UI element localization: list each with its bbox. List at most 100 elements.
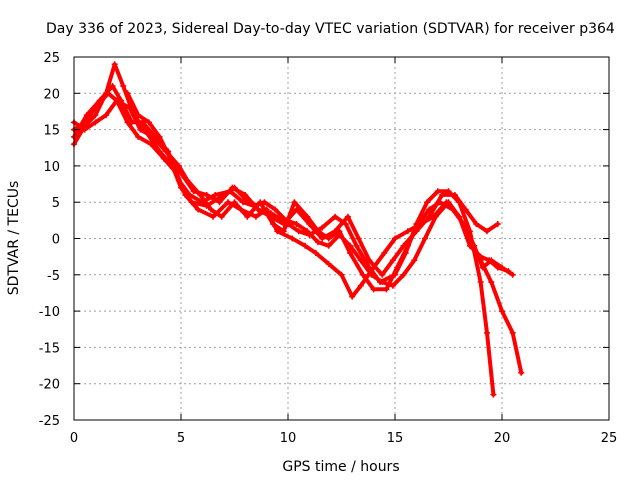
- data-point: [488, 257, 495, 264]
- data-point: [304, 228, 311, 235]
- data-point: [203, 191, 210, 198]
- data-point: [368, 271, 375, 278]
- data-point: [389, 282, 396, 289]
- data-point: [344, 213, 351, 220]
- data-point: [291, 199, 298, 206]
- data-point: [135, 133, 142, 140]
- data-point: [218, 213, 225, 220]
- data-point: [229, 184, 236, 191]
- data-point: [178, 170, 184, 177]
- data-point: [150, 133, 157, 140]
- data-point: [494, 220, 501, 227]
- y-tick-label: 0: [52, 233, 60, 248]
- data-point: [295, 228, 302, 235]
- data-point: [449, 206, 456, 213]
- data-point: [267, 213, 274, 220]
- x-axis-label: GPS time / hours: [282, 459, 399, 475]
- data-point: [167, 155, 174, 162]
- y-axis-label: SDTVAR / TECUs: [6, 181, 22, 296]
- data-point: [424, 199, 431, 206]
- data-point: [120, 83, 127, 90]
- y-tick-label: 20: [43, 87, 60, 102]
- data-point: [124, 90, 131, 97]
- x-tick-label: 20: [494, 431, 511, 446]
- series-trace-4: [72, 98, 515, 292]
- x-tick-label: 5: [177, 431, 185, 446]
- data-point: [383, 286, 390, 293]
- data-point: [462, 206, 469, 213]
- data-point: [293, 206, 300, 213]
- data-point: [293, 220, 300, 227]
- data-point: [488, 279, 495, 286]
- data-point: [394, 264, 401, 271]
- data-point: [255, 206, 262, 213]
- data-point: [439, 191, 446, 198]
- data-point: [509, 329, 516, 336]
- data-point: [434, 188, 441, 195]
- y-tick-label: 15: [43, 124, 60, 139]
- data-point: [111, 61, 118, 68]
- data-point: [113, 97, 120, 104]
- data-point: [400, 242, 407, 249]
- data-point: [280, 220, 287, 227]
- data-point: [499, 308, 505, 315]
- x-tick-label: 10: [280, 431, 297, 446]
- data-point: [190, 188, 197, 195]
- data-point: [484, 329, 491, 336]
- data-point: [280, 228, 287, 235]
- y-tick-label: -25: [39, 414, 60, 429]
- data-point: [103, 112, 110, 119]
- data-point: [338, 271, 345, 278]
- data-point: [477, 279, 484, 286]
- x-tick-label: 25: [601, 431, 618, 446]
- data-point: [207, 206, 214, 213]
- y-tick-label: 10: [43, 160, 60, 175]
- data-point: [96, 97, 103, 104]
- data-point: [302, 242, 309, 249]
- data-point: [325, 260, 332, 267]
- data-point: [319, 224, 326, 231]
- data-point: [242, 191, 249, 198]
- data-point: [212, 191, 219, 198]
- data-point: [289, 235, 296, 242]
- data-point: [92, 112, 99, 119]
- data-point: [319, 235, 326, 242]
- y-tick-label: -5: [47, 269, 60, 284]
- data-point: [451, 191, 458, 198]
- series-trace-5: [125, 91, 500, 277]
- data-point: [148, 141, 155, 148]
- data-point: [426, 213, 433, 220]
- data-point: [357, 257, 364, 264]
- data-point: [210, 213, 217, 220]
- data-point: [347, 250, 354, 257]
- data-point: [460, 220, 467, 227]
- y-tick-label: -15: [39, 341, 60, 356]
- data-point: [509, 271, 516, 278]
- x-tick-label: 0: [70, 431, 78, 446]
- data-point: [175, 177, 182, 184]
- x-tick-label: 15: [387, 431, 404, 446]
- data-point: [413, 228, 420, 235]
- data-point: [484, 228, 491, 235]
- data-point: [244, 213, 251, 220]
- data-point: [252, 213, 259, 220]
- y-tick-label: 5: [52, 196, 60, 211]
- data-point: [257, 199, 264, 206]
- data-point: [216, 199, 223, 206]
- data-point: [270, 220, 277, 227]
- data-point: [137, 126, 144, 133]
- data-point: [499, 264, 505, 271]
- data-point: [471, 242, 478, 249]
- data-point: [411, 257, 418, 264]
- data-point: [160, 155, 167, 162]
- data-point: [195, 206, 202, 213]
- data-point: [83, 112, 90, 119]
- data-point: [156, 133, 163, 140]
- data-point: [128, 119, 135, 126]
- data-point: [379, 271, 386, 278]
- data-point: [145, 119, 152, 126]
- data-point: [490, 391, 497, 398]
- y-tick-label: 25: [43, 51, 60, 66]
- data-point: [359, 271, 366, 278]
